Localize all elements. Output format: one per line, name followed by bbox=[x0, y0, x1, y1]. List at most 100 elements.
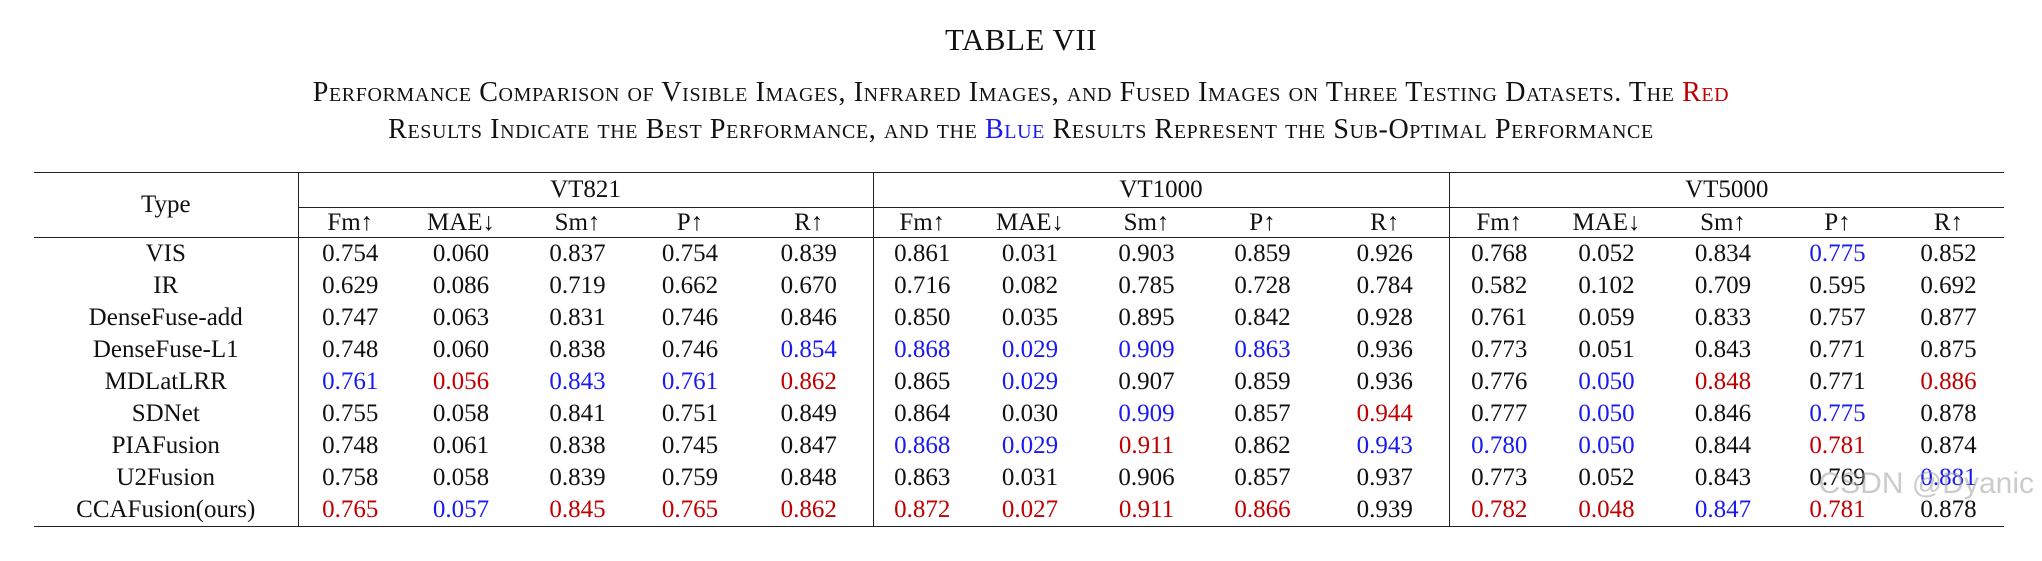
table-cell: 0.875 bbox=[1920, 336, 1977, 363]
table-cell: 0.035 bbox=[1001, 304, 1059, 331]
table-cell: 0.833 bbox=[1694, 304, 1752, 331]
table-cell: 0.061 bbox=[432, 432, 490, 459]
table-cell: 0.862 bbox=[780, 368, 837, 395]
table-cell: 0.939 bbox=[1321, 494, 1449, 527]
caption-line-2: Results Indicate the Best Performance, a… bbox=[60, 111, 1982, 148]
metric-header: Sm↑ bbox=[554, 208, 601, 236]
table-cell: 0.748 bbox=[297, 334, 402, 366]
table-cell: 0.862 bbox=[1234, 432, 1291, 459]
table-cell: 0.775 bbox=[1782, 237, 1893, 270]
table-cell: 0.909 bbox=[1118, 400, 1175, 427]
dataset-header-row: Type VT821 VT1000 VT5000 bbox=[34, 172, 2004, 238]
table-cell: 0.886 bbox=[1920, 368, 1977, 395]
table-cell: 0.848 bbox=[1694, 368, 1752, 395]
table-cell: 0.838 bbox=[549, 336, 606, 363]
table-cell: 0.746 bbox=[661, 304, 719, 331]
table-cell: 0.936 bbox=[1356, 336, 1413, 363]
table-cell: 0.746 bbox=[661, 336, 719, 363]
table-cell: 0.857 bbox=[1234, 400, 1291, 427]
table-cell: 0.878 bbox=[1920, 400, 1977, 427]
table-cell: 0.847 bbox=[780, 432, 837, 459]
table-cell: 0.842 bbox=[1234, 304, 1291, 331]
table-cell: 0.063 bbox=[432, 304, 490, 331]
table-cell: 0.881 bbox=[1920, 464, 1977, 491]
table-cell: 0.056 bbox=[432, 368, 490, 395]
table-cell: 0.768 bbox=[1448, 237, 1549, 270]
row-type-label: VIS bbox=[34, 237, 298, 270]
table-cell: 0.850 bbox=[872, 302, 971, 334]
table-cell: 0.846 bbox=[780, 304, 837, 331]
table-cell: 0.728 bbox=[1234, 272, 1291, 299]
row-type-label: U2Fusion bbox=[116, 464, 216, 491]
table-cell: 0.029 bbox=[1001, 336, 1059, 363]
table-cell: 0.716 bbox=[872, 270, 971, 302]
table-cell: 0.057 bbox=[402, 494, 520, 527]
table-cell: 0.709 bbox=[1694, 272, 1752, 299]
table-cell: 0.755 bbox=[297, 398, 402, 430]
table-cell: 0.849 bbox=[780, 400, 837, 427]
table-cell: 0.865 bbox=[872, 366, 971, 398]
metric-header: P↑ bbox=[1824, 208, 1851, 236]
table-cell: 0.911 bbox=[1089, 494, 1204, 527]
table-cell: 0.936 bbox=[1356, 368, 1413, 395]
table-cell: 0.670 bbox=[780, 272, 837, 299]
table-cell: 0.872 bbox=[872, 494, 971, 527]
table-cell: 0.906 bbox=[1118, 464, 1175, 491]
table-row: U2Fusion 0.758 0.058 0.839 0.759 0.848 0.863 0.… bbox=[34, 462, 2004, 494]
table-cell: 0.895 bbox=[1118, 304, 1175, 331]
performance-table: Type VT821 VT1000 VT5000 Fm↑ MAE↓ Sm↑ P↑ R↑ F… bbox=[34, 172, 2004, 527]
row-type-label: DenseFuse-L1 bbox=[92, 336, 239, 363]
table-cell: 0.058 bbox=[432, 400, 490, 427]
table-cell: 0.029 bbox=[1001, 432, 1059, 459]
table-cell: 0.029 bbox=[1001, 368, 1059, 395]
metric-header: R↑ bbox=[1370, 208, 1400, 236]
row-type-label: PIAFusion bbox=[111, 432, 220, 459]
table-cell: 0.864 bbox=[872, 398, 971, 430]
metric-header: P↑ bbox=[676, 208, 704, 236]
table-cell: 0.837 bbox=[520, 237, 635, 270]
caption-line-1: Performance Comparison of Visible Images… bbox=[60, 74, 1982, 111]
row-type-label: IR bbox=[153, 272, 179, 299]
table-cell: 0.748 bbox=[297, 430, 402, 462]
metric-header: MAE↓ bbox=[995, 208, 1065, 236]
table-cell: 0.759 bbox=[661, 464, 719, 491]
table-cell: 0.868 bbox=[872, 334, 971, 366]
table-cell: 0.903 bbox=[1089, 237, 1204, 270]
metric-header: P↑ bbox=[1249, 208, 1276, 236]
table-cell: 0.051 bbox=[1578, 336, 1635, 363]
table-row: CCAFusion(ours) 0.765 0.057 0.845 0.765 0.862… bbox=[34, 494, 2004, 527]
dataset-header-vt5000: VT5000 bbox=[1448, 172, 2004, 208]
table-cell: 0.843 bbox=[1694, 464, 1752, 491]
table-cell: 0.854 bbox=[780, 336, 837, 363]
table-cell: 0.048 bbox=[1549, 494, 1664, 527]
table-row: MDLatLRR 0.761 0.056 0.843 0.761 0.862 0.865 0.… bbox=[34, 366, 2004, 398]
dataset-header-vt1000: VT1000 bbox=[872, 172, 1449, 208]
table-cell: 0.761 bbox=[297, 366, 402, 398]
table-cell: 0.928 bbox=[1356, 304, 1413, 331]
table-cell: 0.050 bbox=[1578, 432, 1635, 459]
table-cell: 0.751 bbox=[661, 400, 719, 427]
table-cell: 0.848 bbox=[780, 464, 837, 491]
table-cell: 0.911 bbox=[1118, 432, 1175, 459]
table-cell: 0.050 bbox=[1578, 368, 1635, 395]
metric-header: R↑ bbox=[1933, 208, 1964, 236]
table-cell: 0.863 bbox=[1234, 336, 1291, 363]
table-cell: 0.831 bbox=[549, 304, 606, 331]
table-cell: 0.844 bbox=[1694, 432, 1752, 459]
table-row: VIS 0.754 0.060 0.837 0.754 0.839 0.861 0.031 0.… bbox=[34, 237, 2004, 270]
table-cell: 0.629 bbox=[297, 270, 402, 302]
table-cell: 0.771 bbox=[1809, 368, 1866, 395]
table-cell: 0.052 bbox=[1578, 464, 1635, 491]
table-cell: 0.102 bbox=[1578, 272, 1635, 299]
table-cell: 0.027 bbox=[971, 494, 1089, 527]
table-cell: 0.868 bbox=[872, 430, 971, 462]
table-cell: 0.909 bbox=[1118, 336, 1175, 363]
table-cell: 0.050 bbox=[1578, 400, 1635, 427]
table-cell: 0.843 bbox=[549, 368, 606, 395]
table-cell: 0.937 bbox=[1356, 464, 1413, 491]
dataset-header-vt821: VT821 bbox=[297, 172, 873, 208]
table-cell: 0.582 bbox=[1448, 270, 1549, 302]
table-cell: 0.874 bbox=[1920, 432, 1977, 459]
table-cell: 0.781 bbox=[1782, 494, 1893, 527]
table-cell: 0.754 bbox=[635, 237, 745, 270]
